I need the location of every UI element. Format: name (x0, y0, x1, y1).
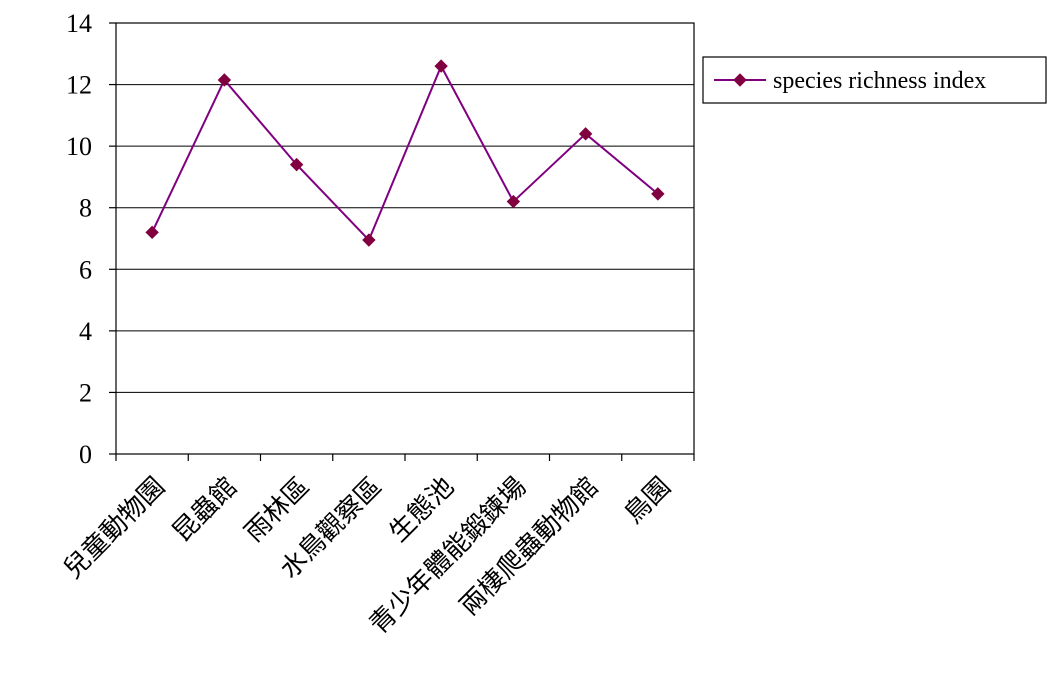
y-tick-label: 8 (79, 194, 92, 223)
series-layer (145, 59, 665, 247)
x-category-label: 昆蟲館 (167, 472, 243, 548)
y-axis-ticks (109, 22, 116, 455)
x-axis-ticks (115, 454, 695, 461)
y-tick-label: 4 (79, 317, 92, 346)
y-tick-label: 2 (79, 378, 92, 407)
y-tick-label: 14 (66, 9, 92, 38)
y-axis-tick-labels: 0 2 4 6 8 10 12 14 (66, 9, 92, 469)
plot-area-border (115, 22, 695, 455)
data-point-marker (145, 225, 159, 240)
x-category-label: 兒童動物園 (58, 472, 171, 585)
data-point-marker (289, 157, 304, 172)
data-point-marker (651, 187, 665, 201)
data-point-marker (362, 233, 376, 247)
gridlines (116, 84, 694, 393)
y-tick-label: 10 (66, 132, 92, 161)
legend-series-marker (733, 73, 747, 87)
data-point-marker (506, 194, 521, 209)
legend-series-name: species richness index (773, 68, 986, 94)
data-point-marker (578, 127, 593, 141)
x-category-label: 鳥園 (619, 472, 677, 530)
y-tick-label: 6 (79, 255, 92, 284)
axes (115, 22, 695, 455)
y-tick-label: 0 (79, 440, 92, 469)
series-line (151, 63, 659, 242)
legend: species richness index (702, 56, 1047, 104)
data-point-marker (434, 59, 448, 73)
y-tick-label: 12 (66, 71, 92, 100)
data-point-marker (217, 73, 232, 87)
